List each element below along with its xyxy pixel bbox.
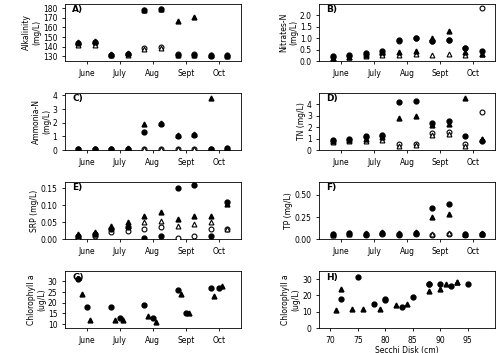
- Text: C): C): [72, 94, 83, 103]
- Text: A): A): [72, 5, 83, 14]
- Text: B): B): [326, 5, 338, 14]
- Text: G): G): [72, 273, 84, 282]
- Y-axis label: TN (mg/L): TN (mg/L): [296, 102, 306, 140]
- Text: D): D): [326, 94, 338, 103]
- X-axis label: Secchi Disk (cm): Secchi Disk (cm): [376, 346, 439, 353]
- Y-axis label: Ammonia-N
(mg/L): Ammonia-N (mg/L): [32, 99, 51, 144]
- Y-axis label: Alkalinity
(mg/L): Alkalinity (mg/L): [22, 14, 42, 50]
- Y-axis label: Nitrates-N
(mg/L): Nitrates-N (mg/L): [279, 13, 298, 52]
- Y-axis label: Chlorophyll a
(ug/L): Chlorophyll a (ug/L): [282, 274, 300, 325]
- Text: H): H): [326, 273, 338, 282]
- Text: E): E): [72, 184, 83, 192]
- Y-axis label: TP (mg/L): TP (mg/L): [284, 192, 294, 229]
- Y-axis label: Chlorophyll a
(ug/L): Chlorophyll a (ug/L): [27, 274, 46, 325]
- Text: F): F): [326, 184, 337, 192]
- Y-axis label: SRP (mg/L): SRP (mg/L): [30, 189, 39, 232]
